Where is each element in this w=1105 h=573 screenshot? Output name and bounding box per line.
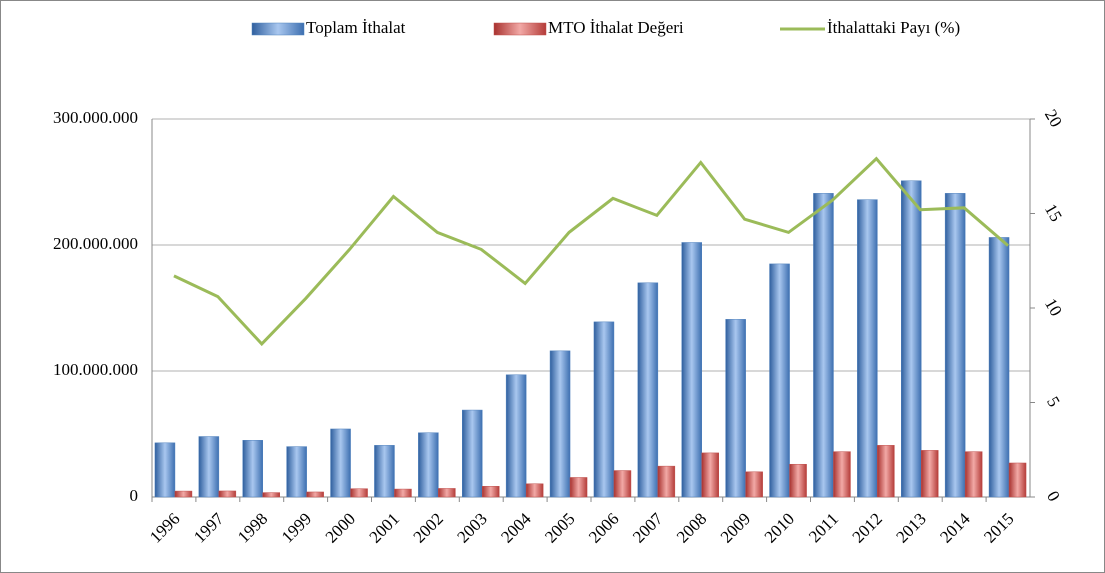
x-tick-label: 2000 [322,509,359,546]
bar [418,432,439,498]
bar [438,488,456,498]
bar [350,488,368,498]
bar [569,477,588,498]
bar [921,450,939,498]
x-tick-label: 2010 [761,509,798,546]
bar [877,445,895,498]
x-tick-label: 1996 [146,509,183,546]
bar [745,471,763,498]
y-tick-label: 200.000.000 [53,234,138,253]
bar [394,488,412,498]
x-tick-label: 2015 [980,509,1017,546]
bar [833,451,851,498]
legend-swatch [251,22,305,36]
bar [549,350,571,498]
bar [154,442,176,498]
bar [218,490,237,498]
y2-tick-label: 10 [1041,295,1066,319]
bar [988,237,1010,498]
legend-swatch [493,22,547,36]
x-tick-label: 2002 [409,509,446,546]
bar [1008,462,1027,498]
bar [505,374,527,498]
x-tick-label: 1998 [234,509,271,546]
bar [901,180,922,498]
bar [681,242,702,498]
bar [964,451,983,498]
x-tick-label: 1999 [278,509,315,546]
x-tick-label: 2001 [366,509,403,546]
bar [789,463,807,498]
bar [637,282,659,498]
bar [593,321,615,498]
bar [242,440,263,498]
x-tick-label: 2005 [541,509,578,546]
bar [657,465,676,498]
x-tick-label: 2011 [805,509,842,546]
bar [613,470,632,498]
x-tick-label: 2007 [629,509,667,547]
x-tick-label: 1997 [190,509,228,547]
bar [857,199,878,498]
x-tick-label: 2012 [848,509,885,546]
bar [482,486,500,498]
bar [725,319,746,498]
bar [462,409,483,498]
bar [262,492,280,498]
y-tick-label: 300.000.000 [53,108,138,127]
bar [813,193,834,498]
bar [701,452,719,498]
bar [286,446,307,498]
bar [525,483,544,498]
bar [198,436,220,498]
x-tick-label: 2003 [453,509,490,546]
x-tick-label: 2009 [717,509,754,546]
y2-tick-label: 20 [1041,106,1066,130]
legend-label: Toplam İthalat [306,18,406,37]
bar [174,490,193,498]
y2-tick-label: 5 [1043,393,1064,410]
bar [769,263,790,498]
y-tick-label: 0 [130,486,139,505]
x-tick-label: 2014 [936,509,974,547]
x-tick-label: 2006 [585,509,622,546]
x-tick-label: 2008 [673,509,710,546]
y-tick-label: 100.000.000 [53,360,138,379]
legend-label: MTO İthalat Değeri [548,18,684,37]
bar [944,193,966,498]
bar [374,445,395,498]
bar [306,491,324,498]
bar [330,428,351,498]
y2-tick-label: 0 [1043,488,1064,505]
x-tick-label: 2013 [892,509,929,546]
line [173,156,1010,347]
x-tick-label: 2004 [497,509,535,547]
y2-tick-label: 15 [1041,201,1066,225]
legend-label: İthalattaki Payı (%) [827,18,960,37]
